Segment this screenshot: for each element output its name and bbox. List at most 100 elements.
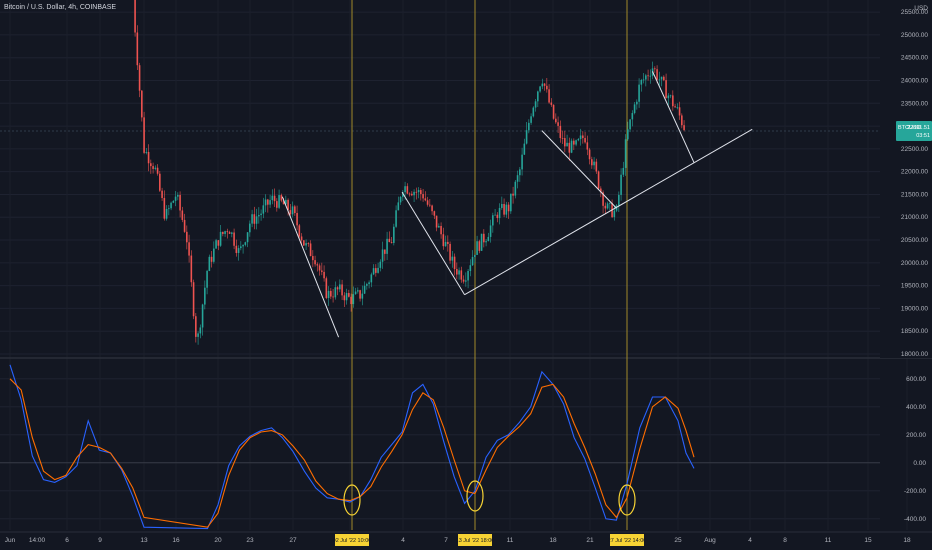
candle-body: [519, 169, 521, 176]
candle-body: [451, 256, 454, 261]
candle-body: [426, 200, 429, 205]
candle-body: [642, 79, 645, 81]
candle-body: [350, 296, 352, 305]
candle-body: [235, 245, 238, 253]
candle-body: [624, 139, 627, 168]
candle-body: [215, 240, 217, 249]
price-tick-label: 25000.00: [901, 32, 928, 39]
time-tick-label: 6: [65, 537, 69, 544]
candle-body: [143, 117, 145, 153]
candle-body: [559, 125, 562, 139]
candle-body: [314, 260, 316, 265]
price-tick-label: 19500.00: [901, 283, 928, 290]
candle-body: [305, 243, 307, 246]
time-tick-label: 11: [507, 537, 514, 544]
candle-body: [258, 215, 260, 217]
candle-body: [244, 242, 247, 245]
candle-body: [330, 290, 332, 297]
candle-body: [246, 232, 249, 243]
candle-body: [316, 264, 319, 266]
price-tick-label: 22500.00: [901, 146, 928, 153]
candle-body: [219, 231, 222, 246]
candle-body: [633, 104, 636, 114]
candle-body: [489, 225, 492, 237]
candle-body: [507, 204, 510, 212]
candle-body: [487, 236, 490, 242]
candle-body: [654, 68, 656, 70]
candle-body: [597, 171, 600, 189]
price-tick-label: 18000.00: [901, 351, 928, 358]
candle-body: [586, 142, 589, 150]
time-tick-label: Aug: [704, 537, 716, 544]
candle-body: [271, 195, 274, 201]
candle-body: [636, 101, 638, 105]
candle-body: [179, 194, 181, 211]
candle-body: [465, 280, 467, 282]
candle-body: [282, 200, 285, 205]
candle-body: [354, 291, 357, 295]
candle-body: [136, 32, 139, 66]
last-price-value: 22891.51: [907, 125, 930, 131]
candle-body: [186, 231, 188, 243]
candle-body: [485, 241, 487, 243]
candle-body: [498, 207, 501, 219]
last-price-badge: [896, 121, 932, 142]
candle-body: [431, 205, 433, 212]
candle-body: [600, 188, 602, 193]
candle-body: [397, 202, 400, 211]
drawn-trendlines[interactable]: [281, 71, 753, 338]
osc-tick-label: 0.00: [913, 460, 926, 467]
osc-tick-label: 200.00: [906, 432, 926, 439]
candle-body: [683, 125, 685, 131]
price-tick-label: 19000.00: [901, 305, 928, 312]
time-axis[interactable]: Jun 14:00 6 9 13 16 20 23 27 4 7 11 18 21 25 Aug 4 8 11 15 1…: [0, 531, 932, 546]
candle-body: [249, 223, 251, 233]
candle-body: [395, 210, 397, 227]
candle-body: [323, 271, 325, 279]
candle-body: [379, 261, 382, 268]
candle-body: [264, 199, 267, 206]
candle-body: [678, 107, 681, 116]
price-tick-label: 24500.00: [901, 55, 928, 62]
candle-body: [307, 243, 310, 244]
candle-body: [534, 101, 537, 108]
candle-body: [411, 193, 413, 196]
candle-body: [591, 159, 593, 166]
candle-body: [492, 215, 494, 226]
last-price-symbol: BTCUSD: [898, 125, 921, 131]
candle-body: [251, 214, 253, 224]
candle-body: [640, 79, 643, 85]
candle-body: [357, 290, 359, 292]
oscillator-pane: [9, 364, 695, 530]
candle-body: [550, 102, 553, 105]
candle-body: [456, 269, 458, 275]
candle-body: [658, 79, 661, 81]
candle-body: [325, 278, 328, 299]
oscillator-axis[interactable]: 600.00 400.00 200.00 0.00 -200.00 -400.00: [904, 376, 926, 523]
candle-body: [568, 142, 571, 153]
candle-body: [438, 226, 440, 228]
candle-body: [195, 316, 197, 337]
time-highlight-label: 13 Jul '22 18:00: [456, 538, 495, 544]
candle-body: [359, 290, 361, 299]
candle-body: [618, 194, 620, 206]
candle-body: [660, 76, 663, 80]
candle-body: [656, 69, 658, 80]
time-tick-label: 11: [825, 537, 832, 544]
osc-slow-line: [9, 378, 695, 528]
candle-body: [440, 226, 442, 235]
symbol-title: Bitcoin / U.S. Dollar, 4h, COINBASE: [4, 4, 117, 11]
candle-body: [204, 287, 206, 305]
candle-body: [309, 243, 312, 257]
candle-body: [352, 294, 355, 305]
trendline-down-2: [401, 191, 466, 296]
candle-body: [449, 243, 451, 261]
time-highlight-label: 27 Jul '22 14:00: [608, 538, 647, 544]
candle-body: [291, 206, 294, 215]
candle-body: [375, 268, 377, 273]
candle-body: [145, 151, 148, 153]
candle-body: [388, 238, 391, 243]
candle-body: [415, 191, 418, 193]
